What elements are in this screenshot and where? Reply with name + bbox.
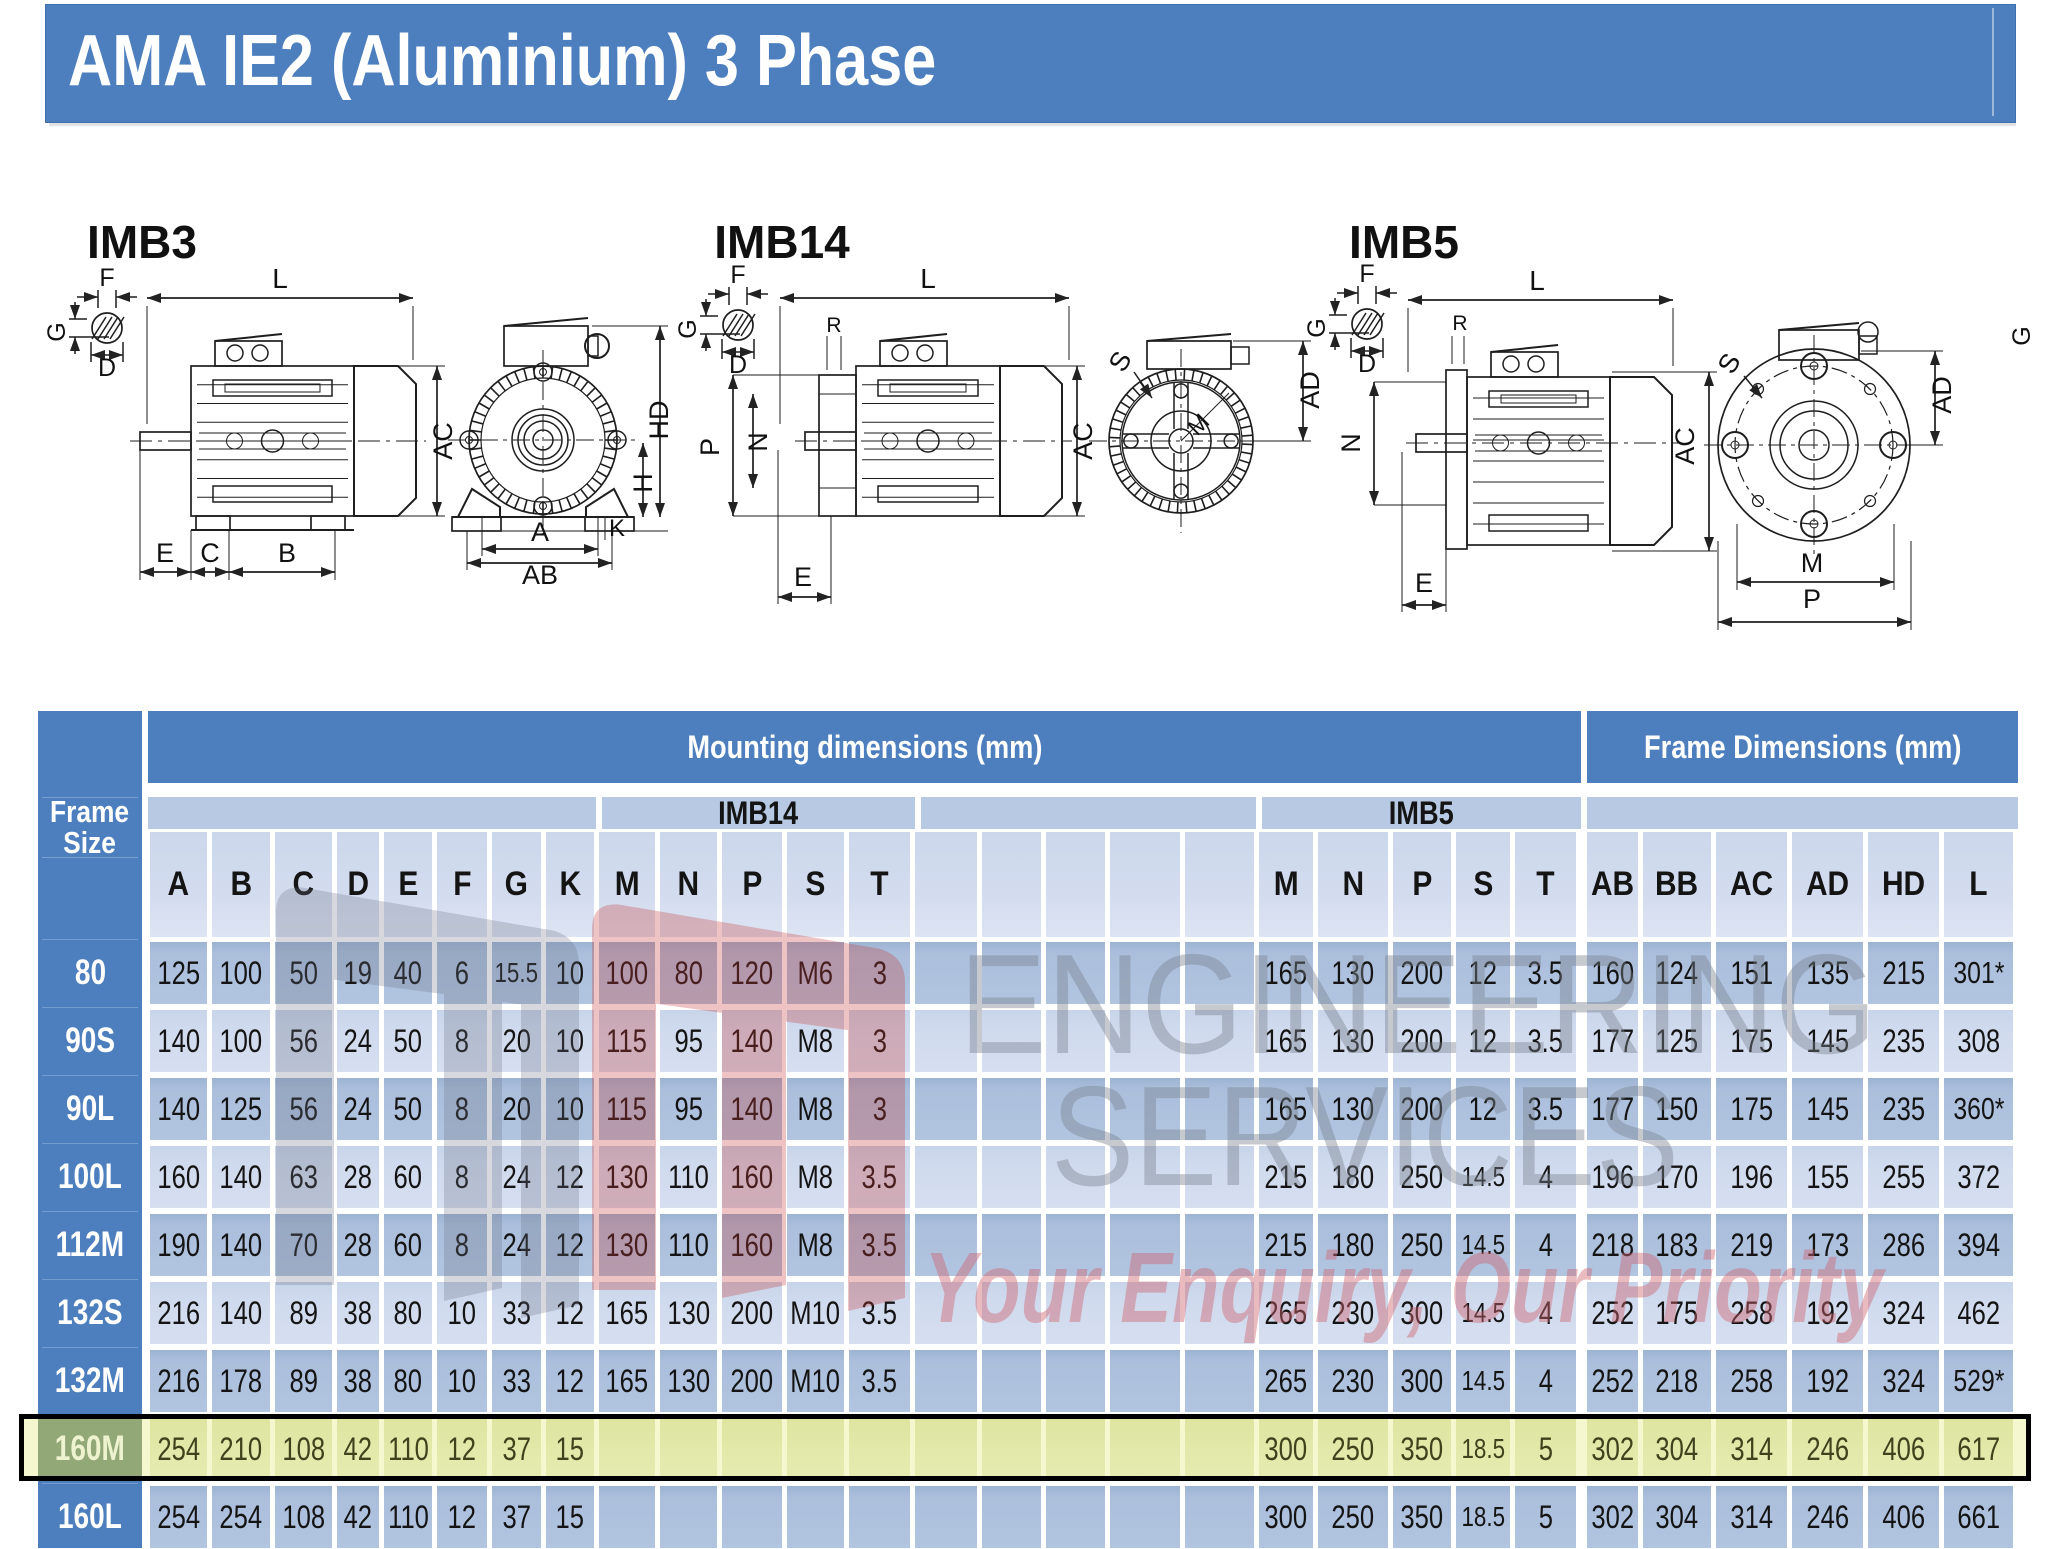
svg-text:B: B: [278, 538, 296, 568]
svg-text:ENGINEERING: ENGINEERING: [959, 925, 1877, 1084]
svg-text:P: P: [1803, 584, 1821, 614]
svg-text:IMB14: IMB14: [714, 216, 850, 268]
svg-text:C: C: [200, 538, 220, 568]
svg-text:D: D: [1358, 350, 1376, 378]
svg-text:K: K: [609, 515, 625, 542]
svg-text:AD: AD: [1295, 371, 1325, 409]
svg-text:E: E: [794, 562, 812, 592]
svg-text:N: N: [1336, 433, 1366, 453]
svg-text:A: A: [531, 517, 549, 547]
svg-text:AD: AD: [1927, 376, 1957, 414]
svg-text:L: L: [272, 263, 288, 294]
svg-text:IMB3: IMB3: [87, 216, 197, 268]
svg-text:F: F: [730, 261, 745, 289]
svg-text:D: D: [729, 351, 747, 379]
svg-text:M: M: [1801, 548, 1824, 578]
svg-text:L: L: [920, 263, 936, 294]
svg-text:IMB5: IMB5: [1349, 216, 1459, 268]
svg-text:AC: AC: [428, 422, 458, 460]
svg-text:S: S: [1712, 348, 1747, 379]
svg-text:E: E: [1415, 568, 1433, 598]
svg-text:S: S: [1103, 346, 1138, 377]
svg-text:E: E: [156, 538, 174, 568]
svg-text:G: G: [2008, 326, 2036, 345]
svg-text:P: P: [695, 438, 725, 456]
svg-text:SERVICES: SERVICES: [1051, 1057, 1679, 1216]
svg-text:F: F: [1359, 260, 1374, 288]
svg-text:R: R: [826, 314, 841, 337]
svg-text:R: R: [1452, 312, 1467, 335]
svg-text:HD: HD: [644, 401, 674, 440]
svg-text:Your Enquiry, Our Priority: Your Enquiry, Our Priority: [924, 1232, 1886, 1344]
svg-text:G: G: [1303, 318, 1331, 337]
svg-text:H: H: [628, 473, 658, 493]
svg-text:G: G: [674, 319, 702, 338]
svg-text:AC: AC: [1670, 427, 1700, 465]
svg-text:F: F: [99, 264, 114, 292]
svg-text:D: D: [98, 354, 116, 382]
svg-text:AB: AB: [522, 560, 558, 590]
svg-text:L: L: [1529, 265, 1545, 296]
svg-text:G: G: [43, 322, 71, 341]
svg-text:N: N: [743, 432, 773, 452]
